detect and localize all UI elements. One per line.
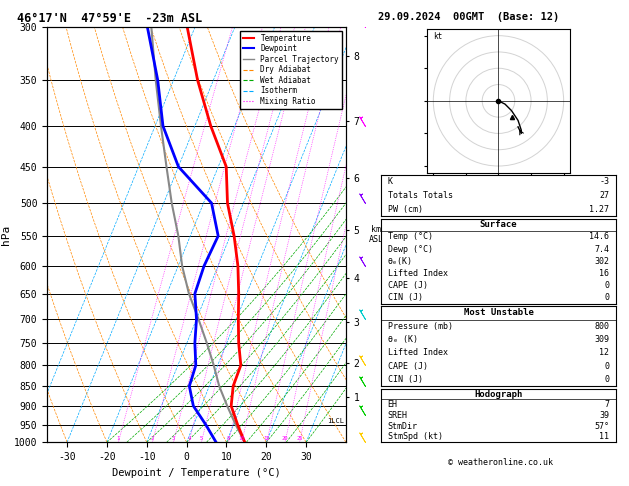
Text: K: K [387,177,392,186]
Text: Pressure (mb): Pressure (mb) [387,322,453,331]
Legend: Temperature, Dewpoint, Parcel Trajectory, Dry Adiabat, Wet Adiabat, Isotherm, Mi: Temperature, Dewpoint, Parcel Trajectory… [240,31,342,109]
Text: PW (cm): PW (cm) [387,205,423,214]
Text: 39: 39 [599,411,610,420]
Text: θₑ(K): θₑ(K) [387,257,413,266]
Text: θₑ (K): θₑ (K) [387,335,418,344]
Y-axis label: km
ASL: km ASL [369,225,384,244]
Text: 12: 12 [599,348,610,358]
Text: CAPE (J): CAPE (J) [387,281,428,290]
Text: Most Unstable: Most Unstable [464,308,533,317]
Text: Surface: Surface [480,220,517,229]
Text: Hodograph: Hodograph [474,390,523,399]
Text: 1: 1 [117,435,120,440]
Text: 16: 16 [599,269,610,278]
Text: Lifted Index: Lifted Index [387,348,448,358]
Text: 10: 10 [238,435,245,440]
Text: 8: 8 [227,435,230,440]
Text: StmDir: StmDir [387,422,418,431]
Text: 46°17'N  47°59'E  -23m ASL: 46°17'N 47°59'E -23m ASL [18,12,203,25]
Text: CAPE (J): CAPE (J) [387,362,428,371]
Text: Lifted Index: Lifted Index [387,269,448,278]
Text: 57°: 57° [594,422,610,431]
Text: SREH: SREH [387,411,408,420]
Text: 20: 20 [282,435,288,440]
Text: 27: 27 [599,191,610,200]
Text: 2: 2 [151,435,154,440]
Text: kt: kt [433,32,443,41]
Text: EH: EH [387,400,398,409]
Text: 0: 0 [604,362,610,371]
Text: © weatheronline.co.uk: © weatheronline.co.uk [448,457,552,467]
X-axis label: Dewpoint / Temperature (°C): Dewpoint / Temperature (°C) [112,468,281,478]
Text: 29.09.2024  00GMT  (Base: 12): 29.09.2024 00GMT (Base: 12) [378,12,559,22]
Text: 25: 25 [296,435,303,440]
Text: 4: 4 [187,435,191,440]
Text: 11: 11 [599,433,610,441]
Text: -3: -3 [599,177,610,186]
Text: 309: 309 [594,335,610,344]
Text: CIN (J): CIN (J) [387,375,423,384]
Text: CIN (J): CIN (J) [387,293,423,302]
Text: StmSpd (kt): StmSpd (kt) [387,433,443,441]
Text: 302: 302 [594,257,610,266]
Text: 0: 0 [604,375,610,384]
Text: Totals Totals: Totals Totals [387,191,453,200]
Text: 800: 800 [594,322,610,331]
Y-axis label: hPa: hPa [1,225,11,244]
Text: 0: 0 [604,293,610,302]
Text: Temp (°C): Temp (°C) [387,232,433,242]
Text: 15: 15 [264,435,270,440]
Text: 7.4: 7.4 [594,244,610,254]
Text: 3: 3 [172,435,175,440]
Text: 1.27: 1.27 [589,205,610,214]
Text: 1LCL: 1LCL [327,418,344,424]
Text: 7: 7 [604,400,610,409]
Text: Dewp (°C): Dewp (°C) [387,244,433,254]
Text: 0: 0 [604,281,610,290]
Text: 14.6: 14.6 [589,232,610,242]
Text: 5: 5 [200,435,203,440]
